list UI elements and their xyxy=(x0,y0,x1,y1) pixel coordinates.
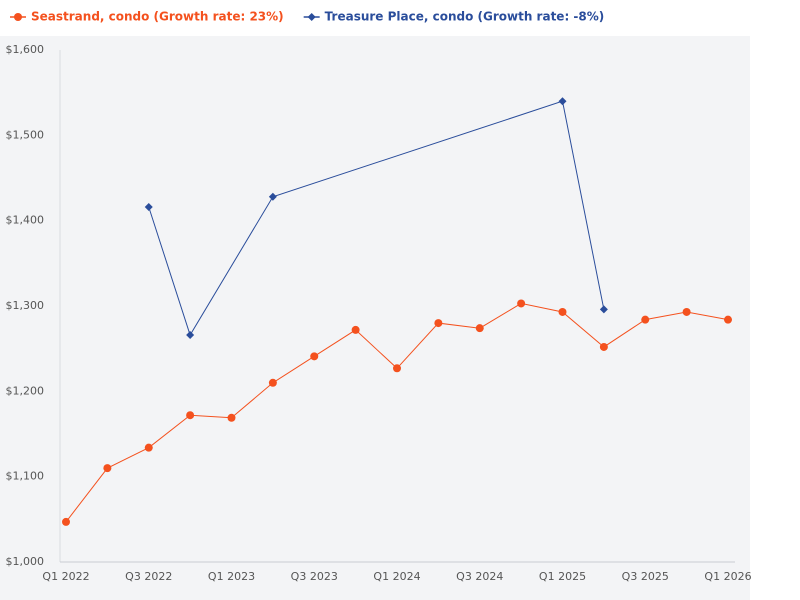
y-tick-label: $1,600 xyxy=(6,43,45,56)
point xyxy=(475,324,484,333)
x-tick-label: Q3 2022 xyxy=(125,570,172,583)
point xyxy=(599,342,608,351)
point xyxy=(599,305,608,314)
legend-item: Seastrand, condo (Growth rate: 23%) xyxy=(10,10,284,24)
point xyxy=(641,315,650,324)
point xyxy=(186,331,195,340)
point xyxy=(434,319,443,328)
x-tick-label: Q3 2023 xyxy=(291,570,338,583)
legend-marker xyxy=(14,13,22,21)
point xyxy=(268,378,277,387)
legend: Seastrand, condo (Growth rate: 23%) Treas… xyxy=(10,10,604,24)
point xyxy=(144,443,153,452)
y-tick-label: $1,300 xyxy=(6,299,45,312)
y-tick-label: $1,500 xyxy=(6,128,45,141)
point xyxy=(144,203,153,212)
point xyxy=(558,97,567,106)
legend-label: Seastrand, condo (Growth rate: 23%) xyxy=(31,10,284,24)
point xyxy=(227,413,236,422)
legend-marker xyxy=(307,13,316,21)
y-tick-label: $1,000 xyxy=(6,555,45,568)
y-tick-label: $1,200 xyxy=(6,384,45,397)
x-tick-label: Q1 2022 xyxy=(42,570,89,583)
plot-background xyxy=(0,36,750,600)
point xyxy=(103,464,112,473)
legend-label: Treasure Place, condo (Growth rate: -8%) xyxy=(325,10,605,24)
y-tick-label: $1,100 xyxy=(6,470,45,483)
point xyxy=(310,352,319,361)
point xyxy=(393,364,401,373)
point xyxy=(268,192,277,201)
point xyxy=(682,307,691,316)
x-tick-label: Q1 2024 xyxy=(373,570,420,583)
point xyxy=(724,315,732,324)
x-tick-label: Q3 2024 xyxy=(456,570,503,583)
point xyxy=(517,299,526,308)
x-tick-label: Q1 2023 xyxy=(208,570,255,583)
legend-item: Treasure Place, condo (Growth rate: -8%) xyxy=(303,10,605,24)
point xyxy=(558,307,567,316)
point xyxy=(186,411,195,420)
point xyxy=(351,325,360,334)
x-tick-label: Q1 2026 xyxy=(704,570,751,583)
x-tick-label: Q3 2025 xyxy=(622,570,669,583)
point xyxy=(62,517,70,526)
x-tick-label: Q1 2025 xyxy=(539,570,586,583)
y-tick-label: $1,400 xyxy=(6,214,45,227)
